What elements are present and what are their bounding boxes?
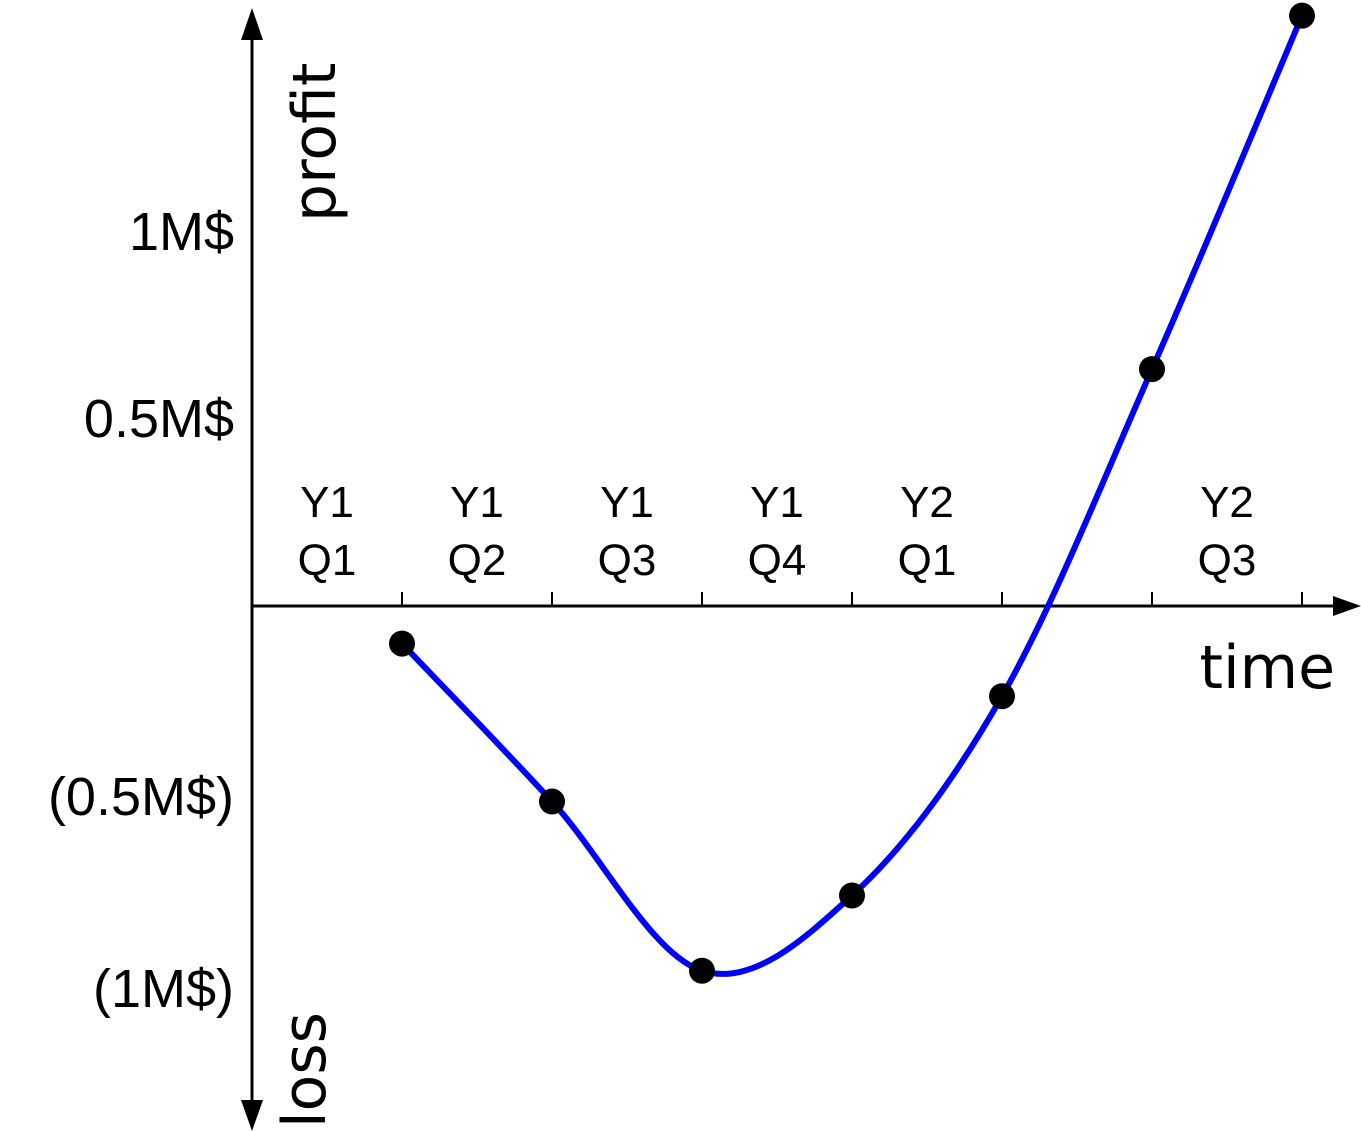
y-tick-label: 0.5M$ <box>84 389 234 449</box>
x-category-label-line2: Q3 <box>598 536 657 585</box>
y-axis-label-top: profit <box>280 63 350 222</box>
x-category-label-line2: Q4 <box>748 536 807 585</box>
x-axis-arrow-right <box>1333 596 1361 616</box>
x-category-label-line1: Y2 <box>900 478 954 527</box>
x-category-label-line1: Y1 <box>750 478 804 527</box>
y-tick-label: (0.5M$) <box>48 767 234 827</box>
data-point <box>689 958 715 984</box>
y-axis-label-bottom: loss <box>270 1012 340 1128</box>
data-point <box>1139 356 1165 382</box>
x-category-label-line2: Q3 <box>1198 536 1257 585</box>
series-line <box>402 16 1302 974</box>
x-category-labels: Y1 Q1 Y1 Q2 Y1 Q3 Y1 Q4 Y2 Q1 Y2 Q3 <box>298 478 1257 585</box>
y-tick-label: 1M$ <box>129 202 234 262</box>
data-point <box>1289 3 1315 29</box>
x-category-label-line1: Y2 <box>1200 478 1254 527</box>
y-tick-labels: 1M$ 0.5M$ (0.5M$) (1M$) <box>48 202 234 1019</box>
x-category-label-line1: Y1 <box>600 478 654 527</box>
x-category-label-line1: Y1 <box>450 478 504 527</box>
series-layer <box>389 3 1315 984</box>
data-point <box>839 883 865 909</box>
x-category-label-line1: Y1 <box>300 478 354 527</box>
data-point <box>989 683 1015 709</box>
y-tick-label: (1M$) <box>93 959 234 1019</box>
x-category-label-line2: Q1 <box>298 536 357 585</box>
x-axis-label: time <box>1199 633 1335 703</box>
x-ticks <box>402 592 1302 606</box>
x-category-label-line2: Q1 <box>898 536 957 585</box>
y-axis-arrow-up <box>241 8 263 40</box>
data-point <box>539 789 565 815</box>
data-point <box>389 631 415 657</box>
y-axis-arrow-down <box>241 1100 263 1131</box>
x-category-label-line2: Q2 <box>448 536 507 585</box>
